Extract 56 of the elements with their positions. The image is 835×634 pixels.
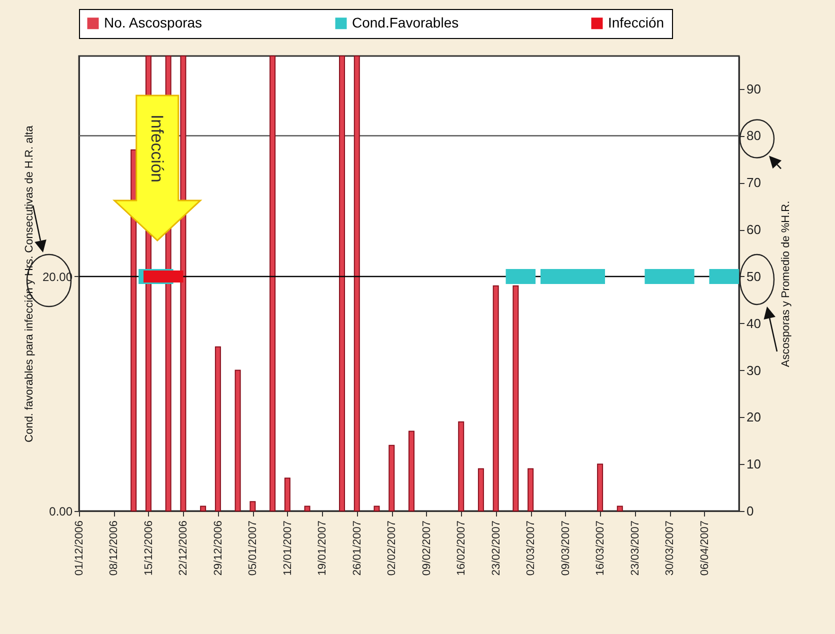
x-tick-label: 01/12/2006 <box>74 520 86 576</box>
y2-tick-label: 70 <box>746 175 761 190</box>
bar <box>130 149 137 512</box>
legend-label: No. Ascosporas <box>104 14 202 30</box>
bar <box>200 506 206 512</box>
legend-label: Infección <box>608 14 664 30</box>
x-tick-label: 06/04/2007 <box>698 520 711 576</box>
x-tick-label: 05/01/2007 <box>247 520 260 576</box>
x-tick-label: 19/01/2007 <box>316 520 329 576</box>
x-tick-label: 22/12/2006 <box>178 520 190 576</box>
bar <box>250 501 256 512</box>
x-tick-label: 29/12/2006 <box>212 520 224 576</box>
x-tick-label: 02/02/2007 <box>386 520 398 576</box>
x-tick-label: 08/12/2006 <box>108 520 120 576</box>
x-tick-label: 23/03/2007 <box>629 520 642 576</box>
x-tick-label: 02/03/2007 <box>525 520 538 576</box>
y2-tick-label: 0 <box>746 504 754 518</box>
bar <box>180 56 186 512</box>
bar <box>304 506 310 512</box>
x-tick-label: 26/01/2007 <box>351 520 364 576</box>
y2-tick-label: 20 <box>746 410 761 425</box>
bar <box>234 370 241 512</box>
x-tick-label: 16/03/2007 <box>594 520 607 576</box>
bar <box>478 468 484 512</box>
y2-tick-label: 60 <box>746 222 761 238</box>
y2-axis-title: Ascosporas y Promedio de %H.R. <box>780 200 792 368</box>
bar <box>597 464 604 512</box>
bar <box>512 285 519 512</box>
x-tick-label: 09/02/2007 <box>420 520 433 576</box>
bar <box>492 285 499 512</box>
bar <box>354 56 360 512</box>
x-tick-label: 15/12/2006 <box>142 520 155 576</box>
x-tick-label: 23/02/2007 <box>490 520 502 576</box>
bar <box>374 506 380 512</box>
bar <box>284 478 290 512</box>
x-tick-label: 16/02/2007 <box>456 520 468 576</box>
x-tick-label: 30/03/2007 <box>664 520 676 576</box>
y2-tick-label: 40 <box>746 316 761 331</box>
y2-tick-label: 10 <box>746 456 761 472</box>
x-tick-label: 09/03/2007 <box>560 520 572 576</box>
y2-tick-label: 90 <box>746 81 761 96</box>
bar <box>408 430 414 512</box>
y2-tick-label: 30 <box>746 362 761 378</box>
annotation: Infección <box>147 114 166 182</box>
bar <box>339 56 346 512</box>
y-tick-label: 0.00 <box>49 504 73 518</box>
bar <box>528 468 534 512</box>
y2-tick-label: 80 <box>746 128 761 144</box>
legend-label: Cond.Favorables <box>352 14 459 30</box>
bar <box>388 444 395 512</box>
bar <box>270 56 276 512</box>
bar <box>214 346 221 512</box>
bar <box>616 506 623 512</box>
x-tick-label: 12/01/2007 <box>282 520 294 576</box>
bar <box>458 421 464 512</box>
y2-tick-label: 50 <box>746 268 761 284</box>
